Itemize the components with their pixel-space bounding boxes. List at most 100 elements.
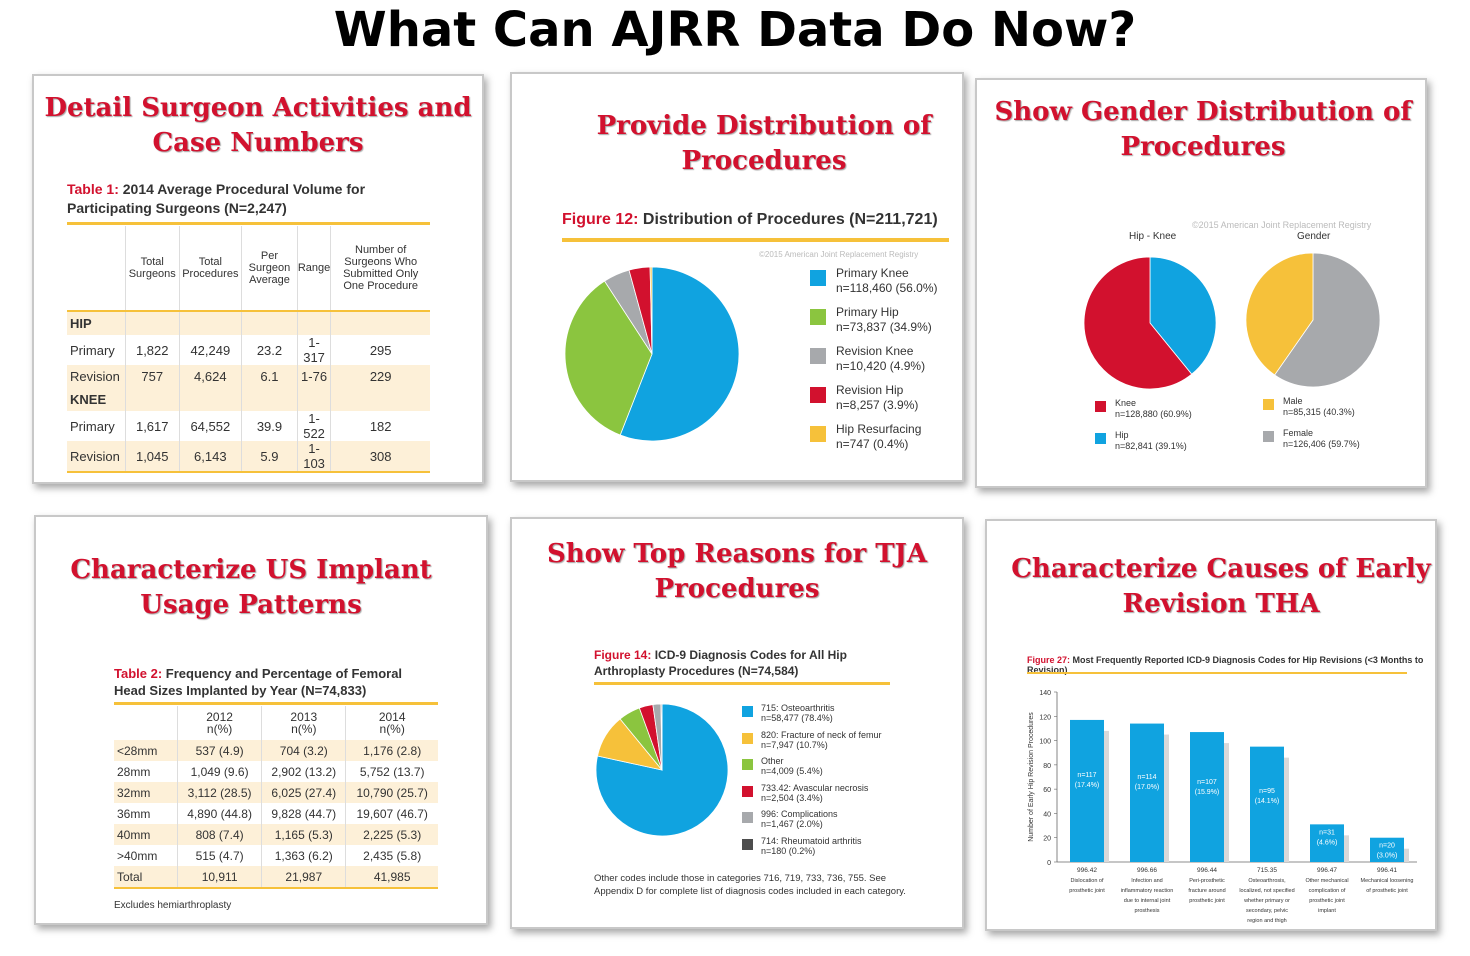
x-category-label: whether primary or (1243, 898, 1290, 904)
x-category-label: prosthetic joint (1069, 888, 1105, 894)
table-cell: Total (114, 866, 178, 889)
legend-swatch (1095, 433, 1106, 444)
legend-label: Revision Hip n=8,257 (3.9%) (836, 383, 918, 413)
column-header: 2012 n(%) (176, 706, 262, 740)
x-category-label: fracture around (1188, 888, 1225, 894)
legend-label: 996: Complications n=1,467 (2.0%) (761, 809, 838, 829)
panel-title: Characterize Causes of Early Revision THA (1011, 554, 1431, 619)
y-tick-label: 40 (1043, 811, 1051, 818)
bar-data-label: n=20 (1379, 843, 1395, 850)
table-cell: 40mm (114, 824, 178, 845)
table-cell: 19,607 (46.7) (345, 803, 438, 824)
x-category-label: 996.44 (1197, 867, 1217, 874)
table-cell: 1,617 (125, 411, 179, 441)
table-cell: 3,112 (28.5) (176, 782, 262, 803)
table-cell (125, 311, 179, 335)
legend-label: Primary Knee n=118,460 (56.0%) (836, 266, 938, 296)
table-cell: 808 (7.4) (176, 824, 262, 845)
figure-note: Other codes include those in categories … (594, 873, 906, 897)
table-row: <28mm 537 (4.9) 704 (3.2) 1,176 (2.8) (114, 740, 438, 761)
table-cell: 5.9 (241, 441, 298, 473)
legend-swatch (810, 309, 826, 325)
table-cell (178, 388, 242, 411)
legend-name: Male (1283, 396, 1303, 406)
legend-detail: n=118,460 (56.0%) (836, 281, 938, 295)
legend-label: Hip Resurfacing n=747 (0.4%) (836, 422, 921, 452)
column-header: Range (296, 226, 331, 312)
figure-caption: Figure 14: ICD-9 Diagnosis Codes for All… (594, 648, 847, 678)
pie-slice-0 (1274, 252, 1381, 388)
legend-label: 733.42: Avascular necrosis n=2,504 (3.4%) (761, 783, 868, 803)
table-cell: 1-522 (296, 411, 331, 441)
bar-data-label: (4.6%) (1317, 839, 1338, 846)
pie-slice-1 (1245, 252, 1314, 376)
table-cell: 1-317 (296, 335, 331, 365)
x-category-label: complication of (1309, 888, 1346, 894)
pie-slice-1 (1083, 256, 1193, 390)
legend-swatch (742, 785, 753, 797)
table-caption: Table 2: Frequency and Percentage of Fem… (114, 666, 403, 698)
column-header: 2013 n(%) (261, 706, 346, 740)
table-row: >40mm 515 (4.7) 1,363 (6.2) 2,435 (5.8) (114, 845, 438, 866)
legend-swatch (1095, 401, 1106, 412)
table-cell: 1,045 (125, 441, 179, 473)
x-category-label: prosthetic joint (1309, 898, 1345, 904)
y-tick-label: 80 (1043, 763, 1051, 770)
bar-3 (1250, 746, 1284, 862)
bar-data-label: (17.0%) (1135, 784, 1160, 791)
table-cell (241, 388, 298, 411)
legend-name: Revision Knee (836, 344, 914, 358)
bar-4 (1310, 824, 1344, 862)
column-header: Total Surgeons (125, 226, 179, 312)
legend-swatch (810, 387, 826, 403)
panel-early-revision: Characterize Causes of Early Revision THA… (985, 519, 1437, 931)
hipknee-pie (1083, 256, 1217, 390)
legend-detail: n=10,420 (4.9%) (836, 359, 926, 373)
pie-slice-5 (660, 703, 663, 771)
table-footnote: Excludes hemiarthroplasty (114, 900, 232, 911)
bar-data-label: n=114 (1137, 774, 1156, 781)
pie-slice-0 (619, 266, 740, 442)
legend-swatch (810, 270, 826, 286)
table-cell: 537 (4.9) (176, 740, 262, 761)
table-cell: Revision (67, 365, 126, 388)
bar-1 (1130, 723, 1164, 862)
legend-swatch (742, 759, 753, 770)
bar-data-label: n=95 (1259, 788, 1275, 795)
legend-detail: n=2,504 (3.4%) (761, 792, 823, 803)
x-category-label: 996.42 (1077, 867, 1097, 874)
table-cell: 2,435 (5.8) (345, 845, 438, 866)
table-row: 36mm 4,890 (44.8) 9,828 (44.7) 19,607 (46.7… (114, 803, 438, 824)
table-cell: KNEE (67, 388, 126, 411)
figure-caption: Figure 12: Distribution of Procedures (N… (562, 211, 938, 228)
table-row: Revision 757 4,624 6.1 1-76 229 (67, 365, 430, 388)
legend-name: Primary Hip (836, 305, 899, 319)
table-row: Primary 1,617 64,552 39.9 1-522 182 (67, 411, 430, 441)
legend-detail: n=58,477 (78.4%) (761, 713, 833, 723)
table-cell (241, 311, 298, 335)
table-cell: <28mm (114, 740, 178, 761)
table-cell: 1-76 (296, 365, 331, 388)
table-cell: 757 (125, 365, 179, 388)
table-cell (330, 388, 430, 411)
table-cell: 1,363 (6.2) (261, 845, 346, 866)
x-category-label: implant (1318, 908, 1336, 914)
panel-title: Detail Surgeon Activities and Case Number… (44, 93, 472, 158)
column-header: 2014 n(%) (345, 706, 438, 740)
legend-swatch (742, 732, 753, 744)
legend-name: 820: Fracture of neck of femur (761, 729, 882, 740)
table-cell: >40mm (117, 848, 158, 863)
bar-0 (1070, 719, 1104, 862)
table-cell: 6,143 (178, 441, 242, 473)
y-tick-label: 20 (1043, 836, 1051, 843)
table-row: 32mm 3,112 (28.5) 6,025 (27.4) 10,790 (25.7… (114, 782, 438, 803)
legend-label: Male n=85,315 (40.3%) (1283, 396, 1355, 418)
x-category-label: Other mechanical (1305, 878, 1348, 884)
legend-name: Revision Hip (836, 383, 904, 397)
table-cell: 2,225 (5.3) (345, 824, 438, 845)
legend-detail: n=73,837 (34.9%) (836, 320, 932, 334)
legend-detail: n=180 (0.2%) (761, 845, 816, 856)
column-header (67, 226, 126, 312)
legend-label: Revision Knee n=10,420 (4.9%) (836, 344, 925, 374)
pie-slice-4 (649, 266, 653, 355)
